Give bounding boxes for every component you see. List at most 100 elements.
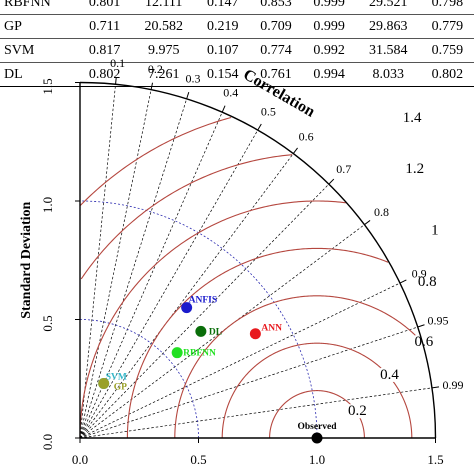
correlation-line: [79, 282, 401, 439]
table-cell: 0.999: [302, 0, 356, 15]
correlation-tick: [431, 386, 440, 389]
table-row: RBFNN 0.801 12.111 0.147 0.853 0.999 29.521 0.7…: [0, 0, 474, 15]
table-cell: 0.759: [420, 38, 474, 63]
correlation-line: [79, 387, 432, 439]
rmsd-contour: [221, 342, 413, 438]
table-cell: 8.033: [355, 62, 421, 87]
table-cell: 0.779: [420, 14, 474, 39]
table-cell: 0.802: [420, 62, 474, 87]
correlation-tick-label: 0.9: [412, 267, 427, 281]
x-tick-label: 1.5: [427, 452, 443, 467]
table-cell: 29.521: [355, 0, 421, 15]
table-cell: 0.992: [302, 38, 356, 63]
table-cell: 12.111: [131, 0, 197, 15]
rmsd-label: 1.4: [403, 110, 422, 126]
table-row: DL 0.802 7.261 0.154 0.761 0.994 8.033 0.802: [0, 62, 474, 87]
table-cell: 0.709: [249, 14, 303, 39]
model-label: SVM: [106, 372, 127, 382]
table-cell: 0.711: [78, 14, 132, 39]
correlation-title: Correlation: [240, 66, 318, 121]
table-cell: 0.147: [196, 0, 250, 15]
rmsd-label: 0.2: [348, 403, 367, 419]
correlation-line: [79, 98, 187, 439]
model-point: [249, 328, 261, 340]
correlation-tick-label: 0.99: [443, 378, 464, 392]
table-cell: 0.994: [302, 62, 356, 87]
rmsd-label-bg: [405, 161, 424, 176]
correlation-tick: [221, 105, 226, 113]
rmsd-label-bg: [380, 367, 399, 382]
y-tick-label: 1.5: [40, 78, 55, 94]
correlation-tick: [328, 178, 335, 185]
outer-arc: [79, 81, 437, 439]
correlation-tick: [186, 91, 190, 100]
table-cell: 0.154: [196, 62, 250, 87]
model-point: [171, 347, 183, 359]
correlation-tick-label: 0.3: [186, 72, 201, 86]
correlation-line: [79, 129, 259, 439]
rmsd-label-bg: [414, 335, 433, 350]
model-label: DL: [209, 327, 222, 337]
table-cell: 0.817: [78, 38, 132, 63]
rmsd-contour: [126, 247, 389, 439]
rmsd-label-bg: [403, 111, 422, 126]
table-cell: 7.261: [131, 62, 197, 87]
correlation-tick: [115, 77, 117, 85]
table-cell: 31.584: [355, 38, 421, 63]
y-tick-label: 0.5: [40, 315, 55, 331]
rmsd-label: 0.6: [415, 334, 434, 350]
table-cell: 0.798: [420, 0, 474, 15]
observed-point: [311, 432, 323, 444]
observed-label: Observed: [297, 422, 337, 432]
correlation-line: [79, 326, 418, 439]
correlation-tick-label: 0.5: [261, 105, 276, 119]
table-cell: 0.999: [302, 14, 356, 39]
model-label: GP: [114, 382, 127, 392]
rmsd-contour: [80, 154, 293, 280]
correlation-tick: [417, 324, 425, 328]
correlation-tick-label: 0.4: [223, 86, 238, 100]
table-cell: 0.774: [249, 38, 303, 63]
rmsd-label: 0.4: [380, 367, 399, 383]
correlation-tick-label: 0.1: [110, 56, 125, 70]
table-cell: 0.801: [78, 0, 132, 15]
y-axis-title: Standard Deviation: [19, 202, 34, 319]
std-arc: [79, 319, 199, 439]
model-point: [195, 325, 207, 337]
table-cell-model: DL: [0, 62, 78, 87]
table-row: GP 0.711 20.582 0.219 0.709 0.999 29.863 0.779: [0, 14, 474, 39]
correlation-tick: [257, 123, 262, 131]
rmsd-label: 1.2: [405, 161, 424, 177]
rmsd-label-bg: [348, 404, 367, 419]
rmsd-contour: [174, 295, 423, 439]
correlation-tick: [292, 147, 298, 154]
table-cell: 20.582: [131, 14, 197, 39]
table-cell-model: SVM: [0, 38, 78, 63]
correlation-tick-label: 0.8: [374, 205, 389, 219]
rmsd-label: 1: [431, 222, 439, 238]
table-cell-model: GP: [0, 14, 78, 39]
rmsd-label-bg: [425, 223, 444, 238]
rmsd-contour: [79, 200, 346, 439]
table-cell: 0.107: [196, 38, 250, 63]
correlation-tick-label: 0.95: [427, 313, 448, 327]
rmsd-label-bg: [418, 274, 437, 289]
table-cell: 0.219: [196, 14, 250, 39]
std-arc: [79, 200, 318, 439]
x-tick-label: 0.5: [190, 452, 206, 467]
correlation-line: [79, 183, 330, 439]
model-point: [181, 302, 193, 314]
model-point: [98, 377, 110, 389]
correlation-line: [79, 112, 223, 439]
table-cell: 29.863: [355, 14, 421, 39]
rmsd-contour: [79, 116, 232, 206]
x-tick-label: 1.0: [309, 452, 325, 467]
y-tick-label: 1.0: [40, 197, 55, 213]
correlation-line: [79, 89, 152, 439]
model-label: ANN: [261, 324, 282, 334]
rmsd-label: 0.8: [418, 274, 437, 290]
y-tick-label: 0.0: [40, 434, 55, 450]
correlation-line: [79, 153, 294, 439]
correlation-tick: [364, 220, 371, 226]
